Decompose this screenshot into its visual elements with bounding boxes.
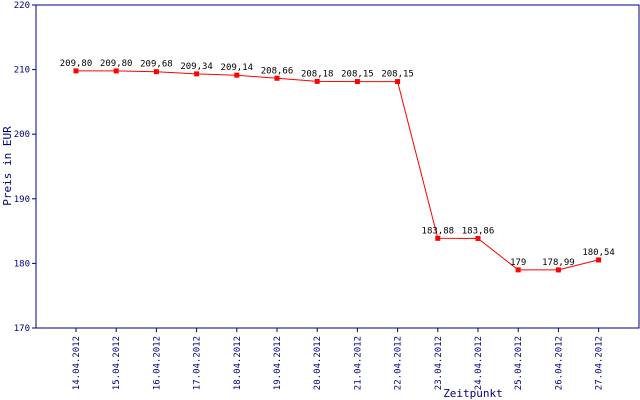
data-label: 178,99 bbox=[542, 258, 575, 268]
x-tick-label: 22.04.2012 bbox=[394, 336, 404, 390]
x-tick-label: 26.04.2012 bbox=[554, 336, 564, 390]
y-axis: 170 180 190 200 210 220 bbox=[14, 1, 36, 334]
data-label: 209,80 bbox=[100, 59, 133, 69]
x-tick-label: 14.04.2012 bbox=[72, 336, 82, 390]
x-tick-label: 16.04.2012 bbox=[152, 336, 162, 390]
data-point bbox=[354, 79, 360, 85]
x-tick-label: 21.04.2012 bbox=[353, 336, 363, 390]
series-line bbox=[76, 70, 599, 271]
data-point bbox=[113, 68, 119, 74]
data-label: 183,86 bbox=[462, 226, 495, 236]
y-axis-label: Preis in EUR bbox=[1, 126, 14, 206]
x-tick-label: 17.04.2012 bbox=[193, 336, 203, 390]
x-tick-label: 27.04.2012 bbox=[595, 336, 605, 390]
data-point bbox=[153, 69, 159, 75]
data-label: 209,34 bbox=[180, 62, 213, 72]
y-tick-label: 210 bbox=[14, 66, 30, 76]
data-point bbox=[596, 257, 602, 263]
x-tick-label: 20.04.2012 bbox=[313, 336, 323, 390]
data-label: 209,14 bbox=[221, 63, 254, 73]
x-tick-label: 15.04.2012 bbox=[112, 336, 122, 390]
data-label: 208,18 bbox=[301, 69, 334, 79]
data-point bbox=[234, 72, 240, 78]
data-label: 208,66 bbox=[261, 66, 294, 76]
y-tick-label: 200 bbox=[14, 130, 30, 140]
data-point bbox=[314, 78, 320, 84]
plot-border bbox=[35, 4, 640, 329]
data-point bbox=[194, 71, 200, 77]
data-label: 180,54 bbox=[582, 248, 615, 258]
data-point bbox=[395, 79, 401, 85]
data-labels: 209,80 209,80 209,68 209,34 209,14 208,66 208,… bbox=[60, 59, 615, 268]
y-tick-label: 170 bbox=[14, 324, 30, 334]
data-label: 208,15 bbox=[341, 70, 374, 80]
data-label: 209,68 bbox=[140, 60, 173, 70]
x-tick-label: 25.04.2012 bbox=[514, 336, 524, 390]
y-tick-label: 220 bbox=[14, 1, 30, 11]
data-point bbox=[555, 267, 561, 273]
x-tick-label: 19.04.2012 bbox=[273, 336, 283, 390]
data-label: 209,80 bbox=[60, 59, 93, 69]
price-series bbox=[73, 68, 602, 273]
data-label: 183,88 bbox=[422, 226, 455, 236]
data-label: 179 bbox=[510, 258, 526, 268]
y-tick-label: 180 bbox=[14, 259, 30, 269]
x-tick-label: 18.04.2012 bbox=[233, 336, 243, 390]
x-tick-label: 23.04.2012 bbox=[434, 336, 444, 390]
data-point bbox=[73, 68, 79, 74]
data-point bbox=[515, 267, 521, 273]
data-point bbox=[435, 235, 441, 241]
data-point bbox=[274, 75, 280, 81]
data-point bbox=[475, 235, 481, 241]
y-tick-label: 190 bbox=[14, 195, 30, 205]
data-label: 208,15 bbox=[381, 70, 414, 80]
plot-frame bbox=[35, 4, 640, 329]
x-tick-label: 24.04.2012 bbox=[474, 336, 484, 390]
x-axis-label: Zeitpunkt bbox=[443, 387, 503, 400]
x-axis: 14.04.2012 15.04.2012 16.04.2012 17.04.2012… bbox=[72, 328, 605, 390]
